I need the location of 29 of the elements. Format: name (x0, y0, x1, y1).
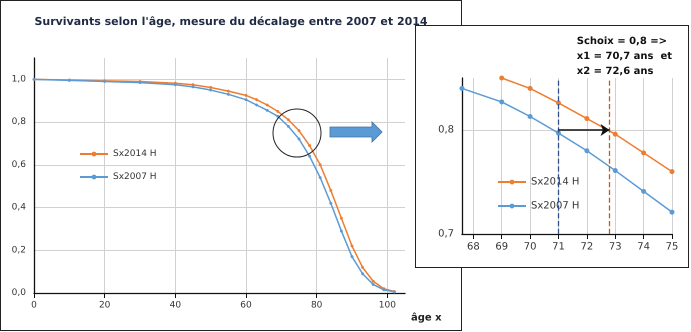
x-tick-label: 100 (378, 300, 396, 310)
y-tick-label: 0,2 (12, 245, 26, 256)
y-tick-label: 1,0 (12, 74, 26, 84)
x-tick-label: 0 (31, 300, 38, 310)
x-tick-label: 69 (495, 242, 508, 252)
x-tick-label: 72 (580, 242, 594, 252)
y-tick-label: 0,7 (438, 228, 454, 240)
y-tick-label: 0,8 (12, 117, 26, 128)
y-tick-label: 0,0 (12, 288, 26, 298)
x-tick-label: 73 (608, 242, 622, 252)
legend-label: Sx2007 H (531, 200, 580, 212)
y-tick-label: 0,8 (438, 124, 454, 136)
x-tick-label: 60 (240, 300, 252, 310)
x-tick-label: 75 (666, 242, 678, 252)
legend-label: Sx2014 H (531, 176, 580, 188)
x-tick-label: 74 (637, 242, 650, 252)
x-tick-label: 80 (310, 300, 323, 310)
x-axis-title: âge x (411, 312, 442, 324)
text: Schoix = 0,8 => x1 = 70,7 ans et x2 = 72,6 ans (576, 36, 672, 77)
x-tick-label: 70 (524, 242, 536, 252)
x-tick-label: 71 (552, 242, 565, 252)
legend-label: Sx2007 H (113, 172, 157, 182)
y-tick-label: 0,4 (12, 202, 26, 213)
chart-title: Survivants selon l'âge, mesure du décalage entre 2007 et 2014 (34, 15, 428, 28)
x-tick-label: 68 (466, 242, 480, 252)
y-tick-label: 0,6 (12, 160, 26, 170)
x-tick-label: 20 (98, 300, 111, 310)
x-tick-label: 40 (170, 300, 182, 310)
legend-label: Sx2014 H (113, 149, 157, 159)
